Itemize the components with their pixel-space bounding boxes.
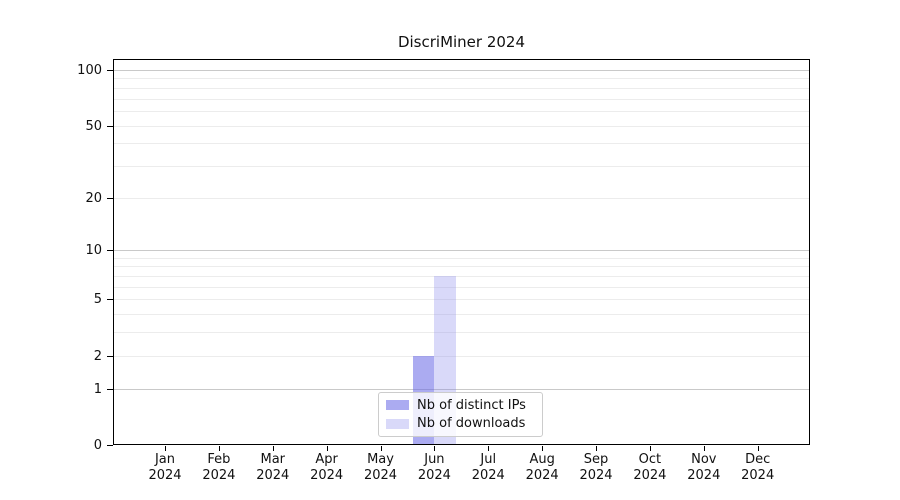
- y-gridline: [114, 143, 809, 145]
- x-tick-label: Aug 2024: [525, 452, 559, 483]
- y-gridline: [114, 332, 809, 334]
- y-tick-label: 1: [93, 381, 102, 397]
- x-tick-mark: [757, 446, 759, 451]
- y-gridline: [114, 110, 809, 112]
- x-tick-mark: [542, 446, 544, 451]
- legend-label-downloads: Nb of downloads: [417, 416, 526, 432]
- y-tick-mark: [107, 388, 113, 390]
- legend-entry-downloads: Nb of downloads: [386, 415, 536, 433]
- legend: Nb of distinct IPs Nb of downloads: [378, 392, 543, 437]
- y-gridline: [114, 165, 809, 167]
- x-tick-mark: [703, 446, 705, 451]
- y-tick-label: 100: [77, 63, 102, 78]
- x-tick-label: Nov 2024: [687, 452, 721, 483]
- legend-swatch-downloads-icon: [386, 418, 409, 429]
- plot-area: [113, 59, 810, 445]
- x-tick-mark: [434, 446, 436, 451]
- y-tick-label: 10: [85, 243, 102, 259]
- y-gridline: [114, 286, 809, 288]
- y-gridline: [114, 87, 809, 89]
- y-gridline: [114, 70, 809, 71]
- x-tick-label: Jun 2024: [417, 452, 451, 483]
- y-gridline: [114, 257, 809, 259]
- y-gridline: [114, 388, 809, 390]
- x-tick-mark: [218, 446, 220, 451]
- x-tick-mark: [165, 446, 166, 451]
- chart-title: DiscriMiner 2024: [397, 33, 526, 51]
- x-tick-label: Feb 2024: [202, 452, 236, 483]
- x-tick-label: May 2024: [363, 452, 398, 483]
- y-tick-mark: [107, 355, 113, 357]
- y-tick-label: 50: [85, 118, 102, 134]
- y-gridline: [114, 266, 809, 268]
- y-gridline: [114, 197, 809, 199]
- legend-label-distinct-ips: Nb of distinct IPs: [417, 397, 526, 413]
- x-tick-label: Mar 2024: [256, 452, 290, 483]
- y-tick-label: 5: [93, 292, 102, 308]
- y-tick-label: 0: [93, 438, 102, 453]
- x-tick-label: Jan 2024: [148, 452, 182, 483]
- x-tick-mark: [326, 446, 328, 451]
- y-tick-mark: [107, 445, 113, 446]
- y-gridline: [114, 299, 809, 301]
- y-gridline: [114, 355, 809, 357]
- x-tick-label: Apr 2024: [310, 452, 344, 483]
- y-gridline: [114, 78, 809, 80]
- y-gridline: [114, 314, 809, 316]
- y-tick-mark: [107, 250, 113, 252]
- y-tick-mark: [107, 125, 113, 127]
- y-tick-label: 20: [85, 190, 102, 206]
- x-tick-mark: [488, 446, 490, 451]
- y-gridline: [114, 250, 809, 252]
- legend-entry-distinct-ips: Nb of distinct IPs: [386, 396, 536, 414]
- x-tick-mark: [596, 446, 598, 451]
- y-gridline: [114, 98, 809, 100]
- x-tick-label: Oct 2024: [633, 452, 667, 483]
- x-tick-label: Dec 2024: [741, 452, 775, 483]
- x-tick-mark: [380, 446, 382, 451]
- y-tick-label: 2: [93, 348, 102, 364]
- x-tick-label: Sep 2024: [579, 452, 613, 483]
- y-gridline: [114, 125, 809, 127]
- y-tick-mark: [107, 197, 113, 199]
- y-tick-mark: [107, 299, 113, 301]
- x-tick-mark: [649, 446, 651, 451]
- x-tick-mark: [272, 446, 274, 451]
- y-tick-mark: [107, 70, 113, 71]
- x-tick-label: Jul 2024: [471, 452, 505, 483]
- legend-swatch-distinct-ips-icon: [386, 400, 409, 411]
- y-gridline: [114, 276, 809, 278]
